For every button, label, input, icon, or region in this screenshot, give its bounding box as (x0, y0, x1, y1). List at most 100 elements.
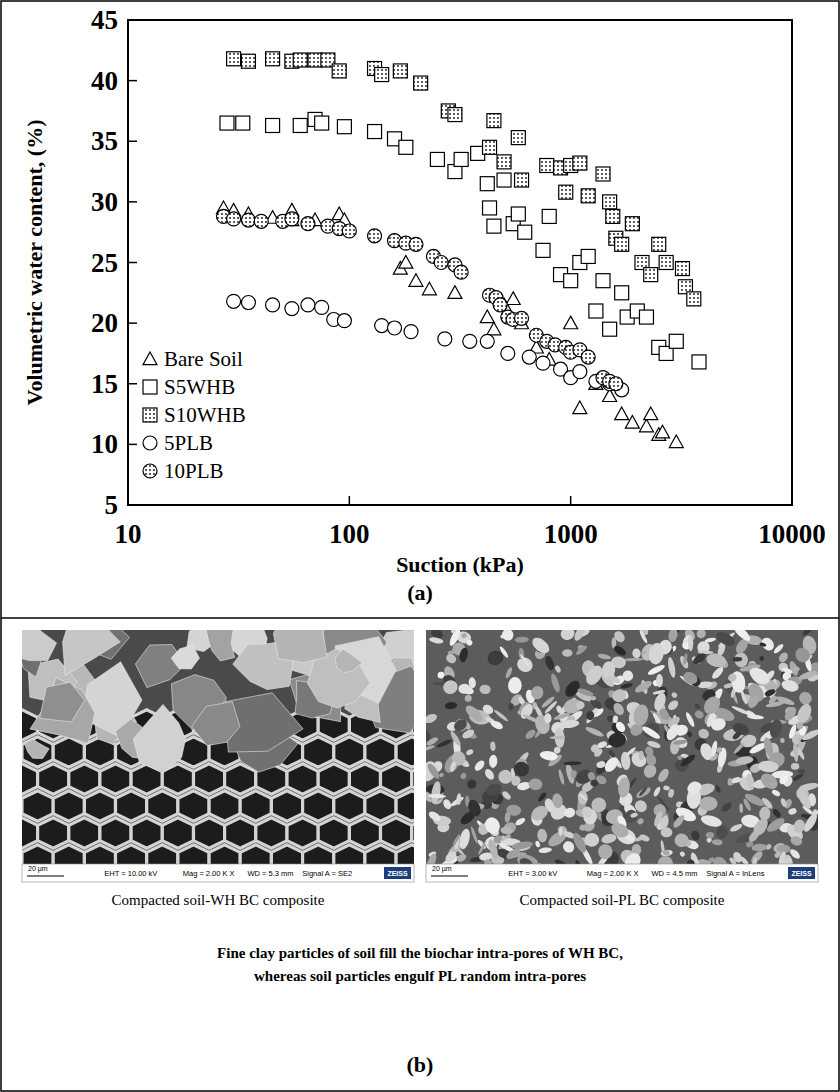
sem-particle (611, 701, 626, 717)
sem-particle (791, 763, 800, 770)
sem-particle (428, 794, 446, 799)
legend-marker (143, 380, 157, 394)
data-point (266, 118, 280, 132)
sem-particle (695, 630, 707, 640)
sem-particle (452, 717, 469, 734)
data-point (487, 322, 501, 335)
sem-particle (660, 849, 673, 857)
sem-particle (612, 644, 627, 658)
sem-particle (335, 649, 362, 673)
sem-particle (505, 847, 522, 862)
sem-particle (771, 808, 782, 819)
sem-info-bar (426, 864, 818, 882)
sem-particle (449, 761, 457, 773)
sem-particle (504, 666, 513, 679)
data-point (669, 435, 683, 448)
y-tick (128, 383, 137, 385)
data-point (506, 292, 520, 305)
sem-info-text: Mag = 2.00 K X (183, 869, 235, 878)
sem-cell (53, 737, 84, 768)
sem-particle (684, 711, 696, 728)
sem-particle (747, 664, 773, 687)
sem-particle (483, 767, 496, 781)
sem-background (426, 630, 818, 864)
sem-particle (500, 826, 513, 834)
data-point (644, 268, 658, 282)
sem-info-text: WD = 4.5 mm (651, 869, 697, 878)
sem-particle (759, 642, 767, 647)
y-tick (128, 262, 137, 264)
sem-particle (731, 776, 742, 784)
sem-cell (38, 764, 69, 795)
sem-cell (349, 818, 380, 849)
sem-cell (318, 764, 349, 795)
series-group (220, 112, 706, 369)
sem-particle (687, 731, 693, 737)
brand-box (788, 867, 815, 879)
sem-particle (632, 798, 649, 815)
sem-cell (271, 845, 302, 864)
sem-particle (515, 655, 536, 675)
sem-particle (22, 630, 57, 661)
sem-particle (694, 709, 705, 720)
sem-cell (365, 791, 396, 822)
data-point (493, 298, 507, 312)
sem-particle (590, 779, 599, 787)
x-tick (791, 496, 793, 505)
note-line: Fine clay particles of soil fill the bio… (217, 945, 623, 961)
data-point (573, 156, 587, 170)
sem-particle (765, 700, 785, 708)
sem-particle (667, 630, 678, 643)
panel-label: (a) (407, 580, 433, 605)
sem-particle (426, 852, 438, 864)
sem-particle (673, 739, 687, 745)
sem-particle (758, 770, 781, 792)
data-point (368, 229, 382, 243)
x-tick-label: 100 (329, 519, 370, 549)
sem-particle (426, 744, 435, 752)
sem-image (426, 630, 818, 864)
sem-particle (765, 816, 787, 835)
sem-cell (303, 845, 334, 864)
data-point (515, 173, 529, 187)
sem-particle (577, 790, 588, 805)
data-point (675, 262, 689, 276)
sem-particle (796, 721, 804, 730)
sem-particle (426, 712, 438, 725)
sem-particle (672, 813, 687, 829)
data-point (480, 310, 494, 323)
data-point (656, 425, 670, 438)
sem-particle (663, 785, 670, 791)
sem-cell (381, 818, 412, 849)
sem-cell (287, 764, 318, 795)
sem-particle (638, 630, 648, 644)
legend-label: S5WHB (164, 375, 235, 399)
legend-marker (143, 464, 157, 478)
series-group (227, 294, 629, 397)
y-tick (128, 201, 137, 203)
sem-particle (777, 651, 790, 664)
data-point (625, 217, 639, 231)
sem-particle (673, 832, 689, 848)
sem-particle (562, 649, 573, 657)
sem-particle (742, 798, 752, 812)
sem-cell (22, 791, 53, 822)
data-point (480, 177, 494, 191)
plot-frame (128, 20, 792, 505)
sem-particle (780, 797, 788, 807)
data-point (483, 201, 497, 215)
sem-particle (792, 818, 806, 834)
sem-particle (430, 781, 442, 804)
data-point (536, 243, 550, 257)
sem-particle (465, 748, 474, 756)
sem-particle (656, 674, 663, 688)
sem-cell (69, 818, 100, 849)
sem-particle (759, 655, 765, 661)
sem-cell (209, 845, 240, 864)
sem-particle (652, 786, 661, 798)
sem-cell (240, 845, 271, 864)
data-point (399, 256, 413, 269)
sem-particle (789, 835, 803, 847)
sem-info-text: WD = 5.3 mm (247, 869, 293, 878)
data-point (399, 140, 413, 154)
